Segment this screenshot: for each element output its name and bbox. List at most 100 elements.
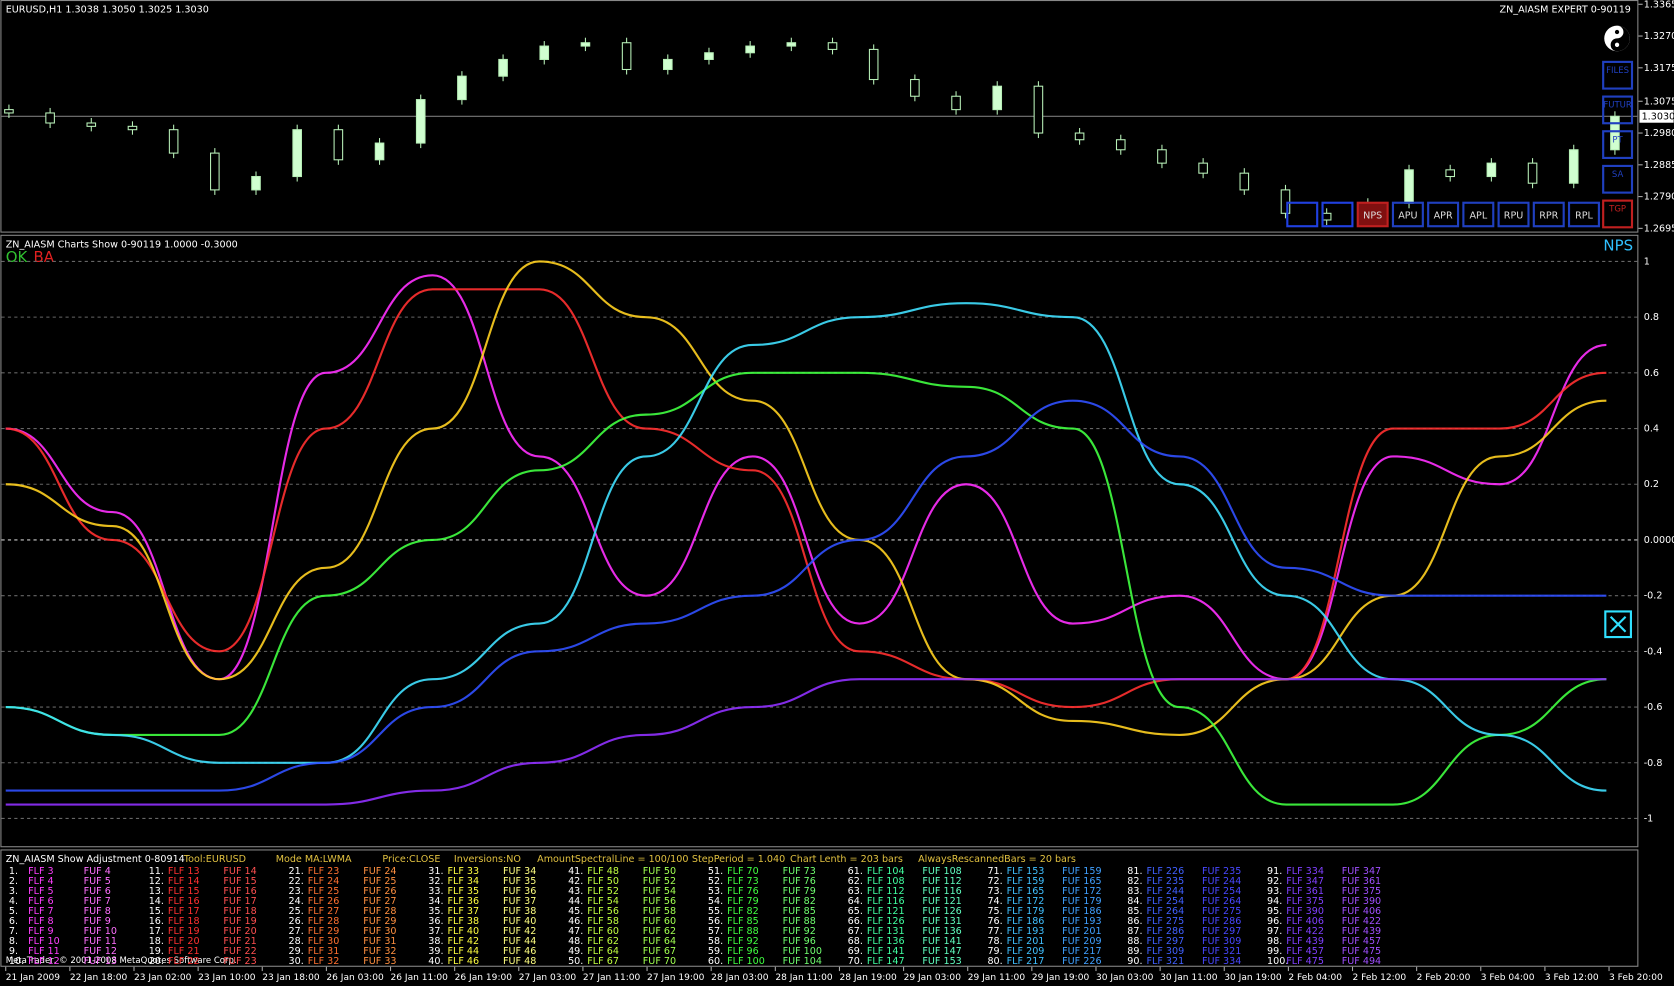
flf-value: FLF 35 <box>448 886 480 897</box>
row-index: 94. <box>1267 896 1282 907</box>
flf-value: FLF 46 <box>448 956 480 967</box>
fuf-value: FUF 309 <box>1202 936 1241 947</box>
flf-value: FLF 126 <box>867 916 905 927</box>
row-index: 53. <box>708 886 723 897</box>
ba-status: BA <box>33 248 54 266</box>
toolbar-button-label[interactable]: APL <box>1469 211 1487 222</box>
toolbar-button[interactable] <box>1532 201 1565 228</box>
close-marker[interactable] <box>1604 610 1632 639</box>
toolbar-button[interactable] <box>1391 201 1424 228</box>
toolbar-button-label[interactable]: APU <box>1398 211 1417 222</box>
row-index: 39. <box>428 946 443 957</box>
fuf-value: FUF 26 <box>363 886 396 897</box>
row-index: 19. <box>149 946 164 957</box>
toolbar-button-label[interactable]: RPR <box>1539 211 1558 222</box>
row-index: 31. <box>428 866 443 877</box>
side-button[interactable] <box>1602 164 1634 194</box>
side-button[interactable] <box>1602 95 1634 125</box>
candle-body <box>333 129 344 161</box>
flf-value: FLF 76 <box>727 886 759 897</box>
icon-button[interactable] <box>1286 201 1319 228</box>
fuf-value: FUF 23 <box>223 956 256 967</box>
side-button-label[interactable]: PT <box>1612 135 1623 145</box>
expert-name: ZN_AIASM EXPERT 0-90119 <box>1500 5 1631 16</box>
candle-body <box>86 122 97 127</box>
indicator-tick-label: -0.8 <box>1644 758 1663 769</box>
fuf-value: FUF 172 <box>1062 886 1101 897</box>
fuf-value: FUF 186 <box>1062 906 1101 917</box>
flf-value: FLF 422 <box>1286 926 1324 937</box>
side-button-label[interactable]: SA <box>1612 170 1624 180</box>
fuf-value: FUF 108 <box>922 866 961 877</box>
indicator-tick-label: 0.6 <box>1644 368 1659 379</box>
candle-body <box>1239 172 1250 191</box>
side-button[interactable] <box>1602 130 1634 159</box>
fuf-value: FUF 79 <box>783 886 816 897</box>
flf-value: FLF 82 <box>727 906 759 917</box>
row-index: 76. <box>987 916 1002 927</box>
flf-value: FLF 70 <box>727 866 759 877</box>
row-index: 80. <box>987 956 1002 967</box>
flf-value: FLF 136 <box>867 936 905 947</box>
fuf-value: FUF 165 <box>1062 876 1101 887</box>
row-index: 60. <box>708 956 723 967</box>
flf-value: FLF 32 <box>308 956 340 967</box>
icon-button[interactable] <box>1321 201 1354 228</box>
time-label: 30 Jan 11:00 <box>1160 973 1218 983</box>
row-index: 9. <box>9 946 18 957</box>
side-button-label[interactable]: FILES <box>1606 66 1629 76</box>
toolbar-button-label[interactable]: APR <box>1434 211 1453 222</box>
fuf-value: FUF 11 <box>84 936 117 947</box>
row-index: 56. <box>708 916 723 927</box>
row-index: 55. <box>708 906 723 917</box>
row-index: 23. <box>289 886 304 897</box>
flf-value: FLF 3 <box>28 866 54 877</box>
fuf-value: FUF 153 <box>922 956 961 967</box>
fuf-value: FUF 126 <box>922 906 961 917</box>
row-index: 33. <box>428 886 443 897</box>
candle-body <box>868 48 879 81</box>
time-label: 29 Jan 11:00 <box>968 973 1026 983</box>
fuf-value: FUF 60 <box>643 916 676 927</box>
side-button-label[interactable]: FUTUR <box>1603 101 1632 111</box>
candle-body <box>539 45 550 60</box>
row-index: 15. <box>149 906 164 917</box>
toolbar-button-label[interactable]: NPS <box>1363 211 1382 222</box>
flf-value: FLF 34 <box>448 876 480 887</box>
candle-body <box>1198 162 1208 174</box>
toolbar-button[interactable] <box>1356 201 1389 228</box>
toolbar-button-label[interactable]: RPU <box>1504 211 1523 222</box>
toolbar-button[interactable] <box>1462 201 1495 228</box>
row-index: 68. <box>848 936 863 947</box>
flf-value: FLF 26 <box>308 896 340 907</box>
row-index: 79. <box>987 946 1002 957</box>
toolbar-button[interactable] <box>1497 201 1530 228</box>
row-index: 52. <box>708 876 723 887</box>
row-index: 99. <box>1267 946 1282 957</box>
flf-value: FLF 44 <box>448 946 480 957</box>
indicator-tick-label: -0.2 <box>1644 591 1663 602</box>
toolbar-button[interactable] <box>1567 201 1600 228</box>
flf-value: FLF 10 <box>28 936 60 947</box>
flf-value: FLF 457 <box>1286 946 1324 957</box>
row-index: 7. <box>9 926 18 937</box>
side-button-label[interactable]: TGP <box>1608 205 1626 215</box>
row-index: 81. <box>1127 866 1142 877</box>
spectral-line <box>5 260 1607 736</box>
fuf-value: FUF 70 <box>643 956 676 967</box>
candle-body <box>580 42 591 47</box>
price-tick-label: 1.3365 <box>1644 0 1674 10</box>
flf-value: FLF 309 <box>1146 946 1184 957</box>
side-button[interactable] <box>1602 199 1634 229</box>
fuf-value: FUF 347 <box>1342 866 1381 877</box>
toolbar-button-label[interactable]: RPL <box>1575 211 1593 222</box>
toolbar-button[interactable] <box>1427 201 1460 228</box>
fuf-value: FUF 21 <box>223 936 256 947</box>
candle-body <box>1033 85 1044 134</box>
candle-body <box>168 129 179 154</box>
fuf-value: FUF 209 <box>1062 936 1101 947</box>
flf-value: FLF 186 <box>1007 916 1045 927</box>
side-button[interactable] <box>1602 60 1634 90</box>
candle-body <box>1074 132 1085 141</box>
fuf-value: FUF 30 <box>363 926 396 937</box>
